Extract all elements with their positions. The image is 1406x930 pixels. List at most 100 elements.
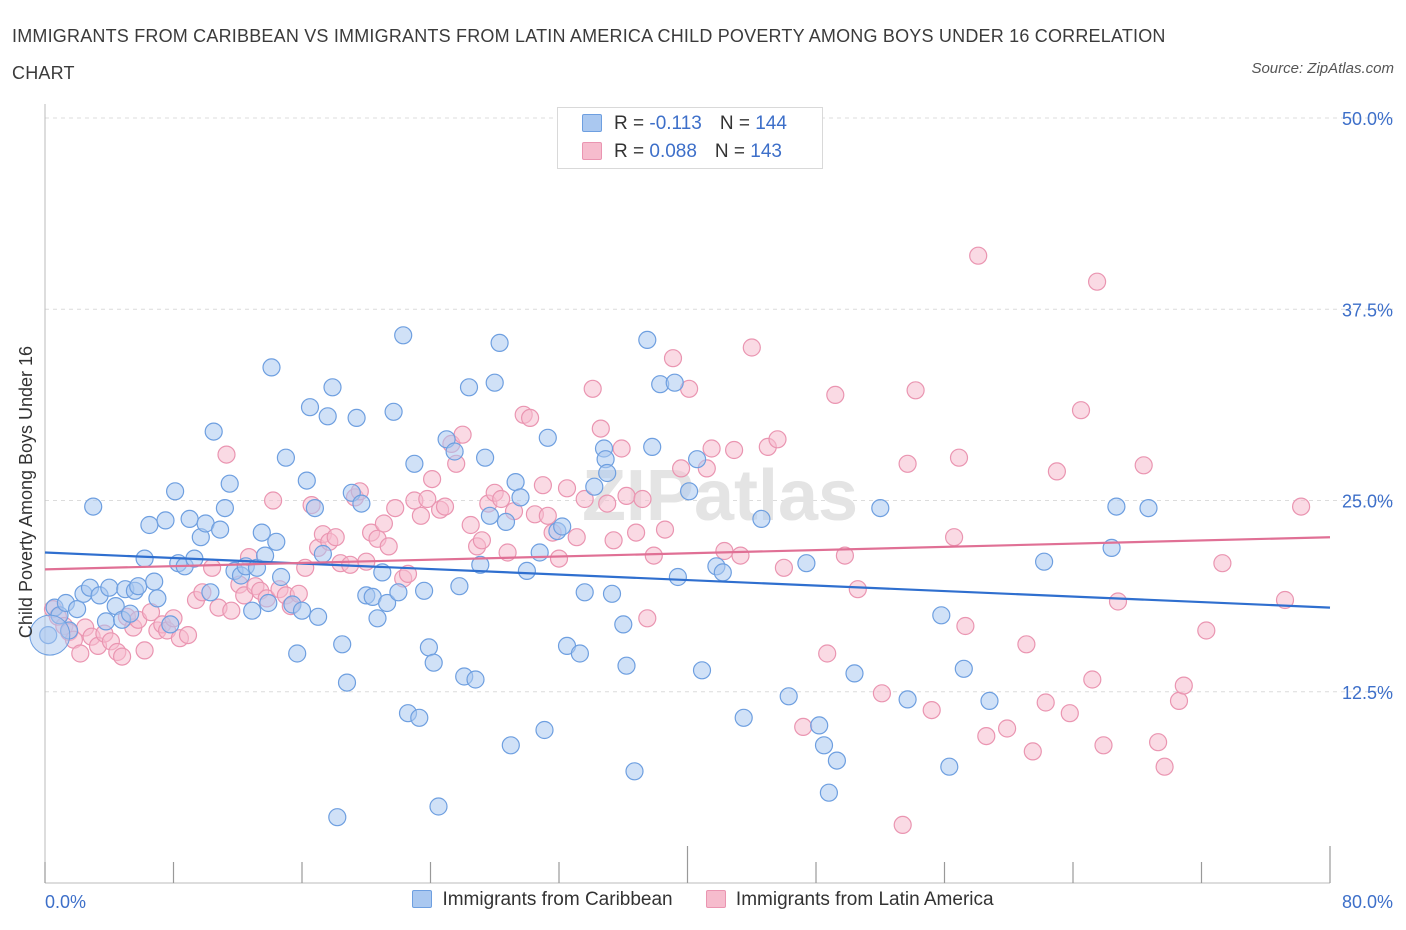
latin-america-point — [1047, 462, 1067, 481]
caribbean-point — [598, 463, 617, 483]
latin-america-point — [423, 470, 442, 489]
caribbean-point — [318, 407, 337, 426]
caribbean-point — [617, 656, 636, 675]
caribbean-point — [84, 497, 103, 516]
latin-america-point — [969, 246, 988, 265]
caribbean-point — [476, 448, 495, 467]
caribbean-swatch — [412, 890, 433, 908]
latin-america-point — [835, 546, 855, 565]
caribbean-point — [243, 601, 262, 620]
y-tick-label: 50.0% — [1342, 109, 1393, 129]
latin-america-point — [178, 625, 198, 645]
caribbean-point — [180, 509, 199, 529]
latin-america-point — [944, 528, 964, 547]
caribbean-point — [614, 615, 633, 634]
latin-america-point — [222, 601, 241, 620]
caribbean-point — [262, 358, 281, 377]
caribbean-point — [140, 515, 159, 535]
latin-america-point — [217, 445, 236, 464]
latin-america-point — [898, 454, 917, 473]
caribbean-point — [585, 477, 604, 496]
caribbean-point — [313, 544, 332, 564]
latin-america-point — [872, 684, 892, 703]
latin-america-point — [374, 514, 393, 533]
caribbean-point — [752, 509, 771, 529]
latin-america-point — [663, 349, 683, 368]
trend-lines — [44, 536, 1331, 609]
latin-america-point — [671, 459, 691, 478]
caribbean-point — [292, 601, 312, 620]
latin-america-point — [520, 408, 540, 427]
caribbean-point — [827, 751, 847, 770]
latin-america-point — [453, 425, 472, 444]
caribbean-point — [276, 448, 295, 467]
caribbean-point — [779, 687, 798, 706]
latin-america-point — [702, 439, 721, 458]
caribbean-point — [553, 517, 572, 536]
caribbean-point — [845, 664, 864, 683]
caribbean-point — [980, 691, 999, 711]
latin-america-point — [1275, 590, 1295, 610]
latin-america-point — [906, 381, 925, 400]
caribbean-point — [378, 593, 397, 613]
caribbean-point — [734, 708, 753, 727]
latin-america-point — [71, 644, 90, 663]
latin-america-point — [1174, 676, 1193, 695]
latin-america-point — [435, 497, 455, 516]
caribbean-point — [267, 532, 286, 551]
latin-america-point — [1087, 272, 1107, 291]
latin-america-trend-line — [44, 536, 1331, 571]
caribbean-point — [459, 378, 479, 397]
latin-america-point — [598, 494, 617, 513]
caribbean-point — [201, 583, 220, 602]
latin-america-point — [398, 564, 418, 584]
caribbean-point — [713, 563, 732, 582]
latin-america-point — [826, 385, 845, 404]
caribbean-point — [309, 607, 328, 626]
latin-america-point — [1155, 757, 1174, 776]
latin-america-point — [557, 479, 577, 498]
latin-america-point — [1169, 691, 1189, 711]
caribbean-point — [1139, 499, 1158, 518]
caribbean-point — [665, 373, 684, 392]
latin-america-point — [379, 537, 398, 556]
legend-item-label: Immigrants from Latin America — [735, 889, 994, 910]
caribbean-point — [215, 499, 234, 518]
latin-america-point — [1060, 704, 1079, 723]
latin-america-point — [533, 476, 553, 495]
caribbean-point — [211, 520, 230, 539]
caribbean-point — [810, 716, 829, 735]
caribbean-point — [501, 736, 520, 755]
latin-america-point — [461, 515, 480, 535]
caribbean-point — [643, 437, 662, 456]
latin-america-point — [135, 641, 154, 660]
latin-america-point — [1036, 693, 1055, 712]
caribbean-point — [415, 581, 434, 600]
latin-america-point — [644, 546, 663, 565]
latin-america-point — [1291, 497, 1311, 516]
caribbean-point — [156, 511, 175, 530]
r-value: -0.113 — [649, 113, 702, 134]
caribbean-trend-line — [44, 551, 1331, 609]
caribbean-point — [538, 428, 557, 447]
latin-america-point — [112, 647, 132, 666]
caribbean-point — [297, 471, 316, 490]
caribbean-point — [496, 512, 516, 532]
caribbean-point — [337, 673, 357, 692]
latin-america-point — [1197, 621, 1216, 640]
caribbean-point — [530, 543, 549, 562]
n-value: 143 — [750, 141, 782, 162]
caribbean-point — [323, 378, 342, 397]
correlation-legend: R = -0.113 N = 144 R = 0.088 N = 143 — [557, 107, 823, 169]
caribbean-point — [67, 599, 87, 619]
caribbean-point — [328, 808, 347, 827]
caribbean-point — [148, 589, 167, 608]
caribbean-point — [445, 442, 464, 461]
caribbean-point — [389, 583, 408, 602]
latin-america-point — [893, 815, 912, 835]
caribbean-point — [687, 450, 707, 469]
latin-america-point — [731, 546, 750, 565]
caribbean-point — [288, 644, 307, 663]
n-label: N = — [719, 113, 756, 134]
